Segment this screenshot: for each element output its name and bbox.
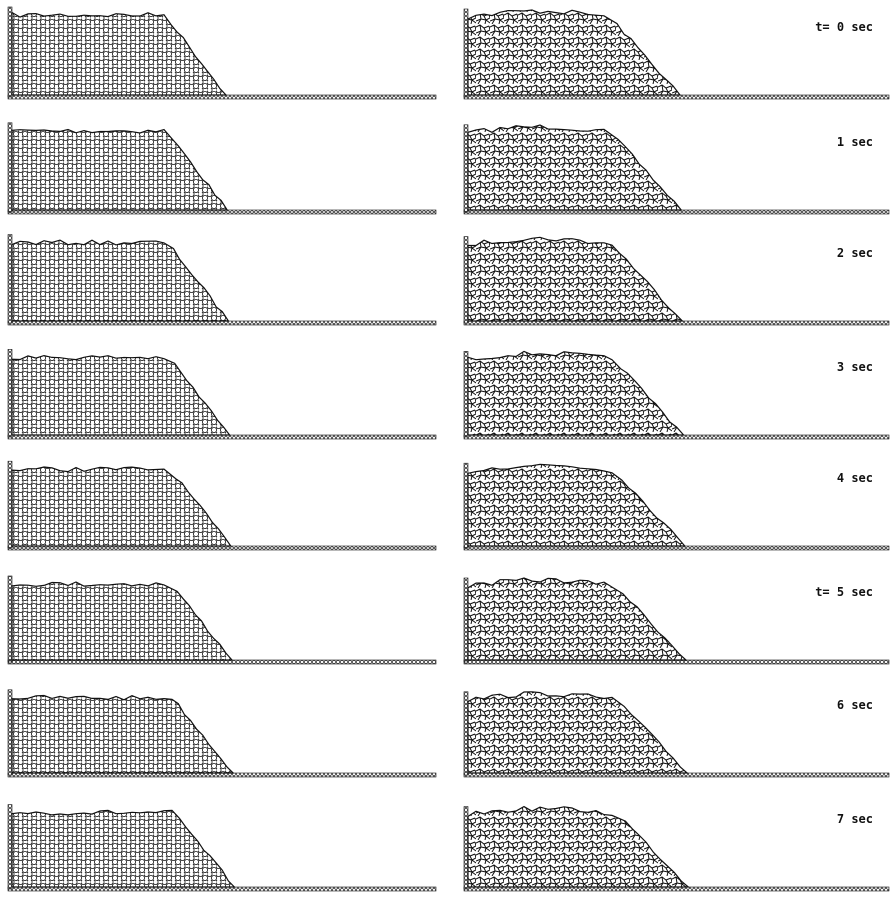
time-label: 3 sec — [837, 360, 873, 374]
time-label: 7 sec — [837, 812, 873, 826]
granular-pile — [12, 582, 232, 660]
contact-network — [468, 237, 682, 321]
contact-network — [468, 125, 681, 210]
time-label: 1 sec — [837, 135, 873, 149]
granular-pile — [12, 467, 231, 546]
time-label: 6 sec — [837, 698, 873, 712]
granular-pile — [12, 130, 227, 211]
time-label: 4 sec — [837, 471, 873, 485]
granular-pile — [12, 13, 226, 96]
contact-network — [468, 10, 680, 95]
contact-network — [468, 578, 686, 660]
granular-pile — [12, 810, 234, 887]
granular-pile — [12, 240, 228, 321]
contact-network — [468, 464, 685, 546]
time-label: t= 5 sec — [815, 585, 873, 599]
time-label: t= 0 sec — [815, 20, 873, 34]
contact-network — [468, 692, 687, 773]
contact-network — [468, 351, 684, 435]
time-label: 2 sec — [837, 246, 873, 260]
granular-pile — [12, 696, 233, 774]
granular-pile — [12, 356, 230, 435]
figure: t= 0 sec 1 sec 2 sec 3 sec 4 sec t= 5 sec 6 se… — [0, 0, 891, 906]
contact-network — [468, 807, 688, 887]
